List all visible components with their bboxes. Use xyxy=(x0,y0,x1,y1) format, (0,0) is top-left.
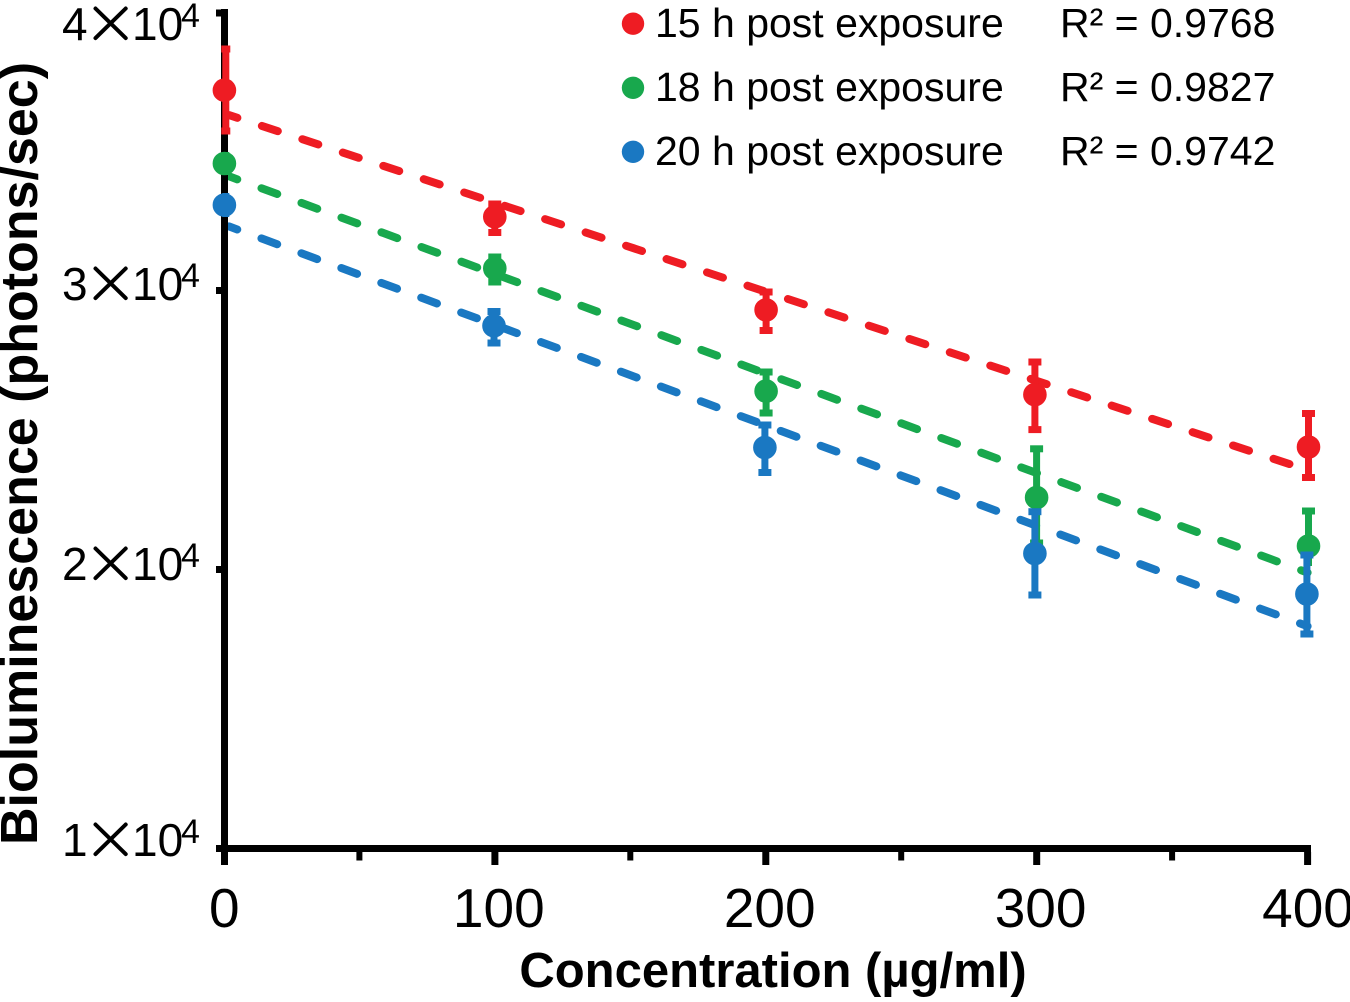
svg-text:Bioluminescence (photons/sec): Bioluminescence (photons/sec) xyxy=(0,62,49,845)
svg-text:4: 4 xyxy=(181,537,200,575)
svg-text:18 h post exposure: 18 h post exposure xyxy=(655,64,1004,110)
svg-text:1: 1 xyxy=(62,814,88,866)
svg-text:4: 4 xyxy=(181,257,200,295)
svg-text:2: 2 xyxy=(62,538,88,590)
svg-text:4: 4 xyxy=(181,813,200,851)
svg-text:0: 0 xyxy=(209,877,240,939)
svg-text:200: 200 xyxy=(724,877,816,939)
svg-text:10: 10 xyxy=(132,814,183,866)
svg-text:R² = 0.9768: R² = 0.9768 xyxy=(1060,0,1275,46)
svg-text:400: 400 xyxy=(1262,877,1350,939)
svg-text:3: 3 xyxy=(62,258,88,310)
svg-text:10: 10 xyxy=(132,258,183,310)
svg-text:4: 4 xyxy=(62,0,88,50)
svg-text:4: 4 xyxy=(181,0,200,35)
svg-text:300: 300 xyxy=(995,877,1087,939)
svg-text:100: 100 xyxy=(453,877,545,939)
svg-text:20 h post exposure: 20 h post exposure xyxy=(655,128,1004,174)
svg-text:R² = 0.9742: R² = 0.9742 xyxy=(1060,128,1275,174)
svg-text:R² = 0.9827: R² = 0.9827 xyxy=(1060,64,1275,110)
svg-text:10: 10 xyxy=(132,0,183,50)
svg-text:15 h post exposure: 15 h post exposure xyxy=(655,0,1004,46)
svg-text:10: 10 xyxy=(132,538,183,590)
svg-text:Concentration (µg/ml): Concentration (µg/ml) xyxy=(519,944,1026,998)
